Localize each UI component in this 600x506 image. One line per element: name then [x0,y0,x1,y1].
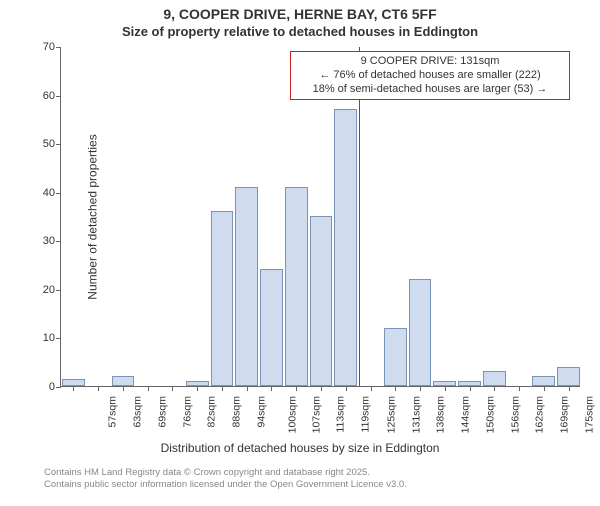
y-tick-mark [56,387,61,388]
x-tick-label: 94sqm [255,396,267,428]
histogram-bar [211,211,234,386]
x-tick-mark [296,386,297,391]
histogram-bar [285,187,308,386]
x-tick-label: 100sqm [286,396,298,433]
attribution-footer: Contains HM Land Registry data © Crown c… [44,467,600,492]
x-tick-mark [569,386,570,391]
x-tick-label: 76sqm [181,396,193,428]
y-tick-mark [56,290,61,291]
histogram-bar [409,279,432,386]
x-tick-mark [470,386,471,391]
x-tick-mark [371,386,372,391]
x-tick-mark [222,386,223,391]
x-tick-label: 82sqm [206,396,218,428]
y-tick-label: 70 [21,41,55,53]
x-tick-mark [494,386,495,391]
y-tick-label: 30 [21,235,55,247]
annotation-callout: 9 COOPER DRIVE: 131sqm← 76% of detached … [290,51,570,100]
y-tick-mark [56,241,61,242]
x-tick-label: 138sqm [435,396,447,433]
x-tick-label: 119sqm [360,396,372,433]
x-tick-label: 162sqm [534,396,546,433]
histogram-bar [260,269,283,386]
histogram-bar [532,376,555,386]
y-tick-mark [56,144,61,145]
x-axis-label: Distribution of detached houses by size … [0,441,600,455]
x-tick-mark [395,386,396,391]
y-tick-mark [56,193,61,194]
x-tick-mark [197,386,198,391]
histogram-bar [62,379,85,386]
x-tick-mark [73,386,74,391]
x-tick-label: 125sqm [385,396,397,433]
x-tick-mark [420,386,421,391]
y-tick-label: 0 [21,381,55,393]
x-tick-mark [148,386,149,391]
x-tick-mark [445,386,446,391]
x-tick-label: 63sqm [132,396,144,428]
x-tick-mark [544,386,545,391]
x-tick-mark [247,386,248,391]
x-tick-label: 156sqm [509,396,521,433]
histogram-bar [112,376,135,386]
histogram-bar [384,328,407,386]
y-tick-label: 20 [21,284,55,296]
annotation-line-3: 18% of semi-detached houses are larger (… [297,83,563,97]
histogram-bar [310,216,333,386]
y-tick-label: 50 [21,138,55,150]
x-tick-mark [271,386,272,391]
x-tick-mark [172,386,173,391]
x-tick-mark [321,386,322,391]
y-tick-label: 10 [21,332,55,344]
footer-line-1: Contains HM Land Registry data © Crown c… [44,467,600,479]
page-title-address: 9, COOPER DRIVE, HERNE BAY, CT6 5FF [0,6,600,22]
y-tick-label: 40 [21,187,55,199]
plot-area: 01020304050607057sqm63sqm69sqm76sqm82sqm… [60,47,580,387]
histogram-bar [483,371,506,386]
annotation-line-2: ← 76% of detached houses are smaller (22… [297,69,563,83]
x-tick-label: 113sqm [335,396,347,433]
x-tick-label: 144sqm [459,396,471,433]
x-tick-label: 131sqm [410,396,422,433]
x-tick-mark [346,386,347,391]
annotation-line-1: 9 COOPER DRIVE: 131sqm [297,55,563,69]
page-title-sub: Size of property relative to detached ho… [0,24,600,39]
y-tick-mark [56,96,61,97]
x-tick-label: 107sqm [311,396,323,433]
histogram-bar [557,367,580,386]
footer-line-2: Contains public sector information licen… [44,479,600,491]
x-tick-label: 175sqm [583,396,595,433]
histogram-bar [334,109,357,386]
x-tick-label: 88sqm [231,396,243,428]
x-tick-mark [519,386,520,391]
y-tick-label: 60 [21,90,55,102]
histogram-chart: Number of detached properties 0102030405… [60,47,580,387]
x-tick-label: 57sqm [107,396,119,428]
x-tick-label: 150sqm [484,396,496,433]
x-tick-label: 69sqm [156,396,168,428]
x-tick-mark [98,386,99,391]
x-tick-mark [123,386,124,391]
histogram-bar [235,187,258,386]
x-tick-label: 169sqm [558,396,570,433]
y-tick-mark [56,47,61,48]
y-tick-mark [56,338,61,339]
